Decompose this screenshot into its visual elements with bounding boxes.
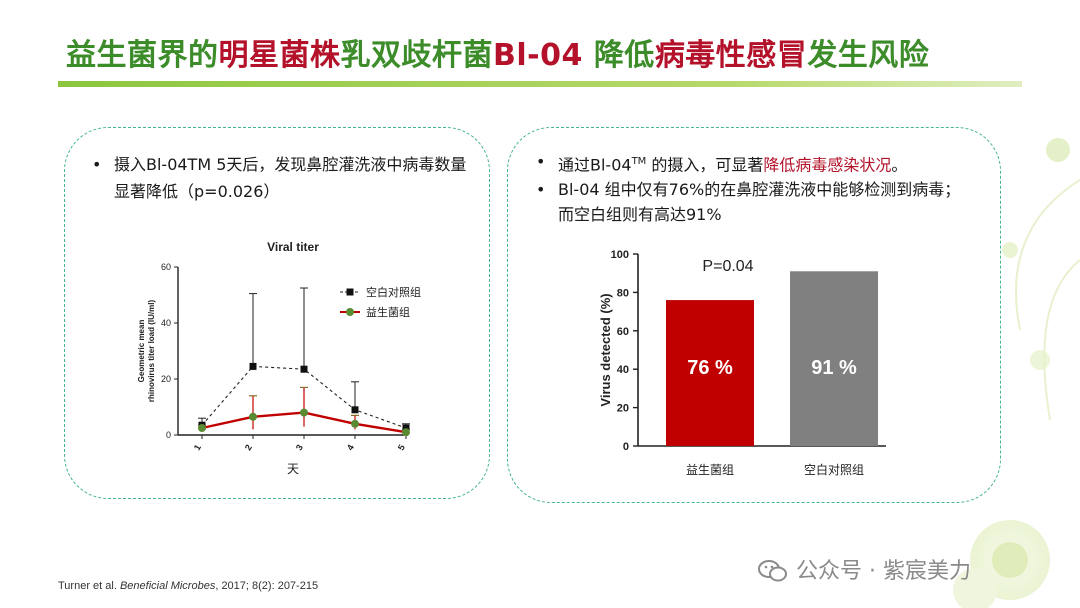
x-category-label: 空白对照组	[804, 462, 864, 477]
y-tick-label: 40	[617, 364, 629, 376]
control-point	[300, 365, 308, 373]
x-category-label: 益生菌组	[686, 463, 734, 477]
y-tick-label: 40	[161, 318, 171, 328]
x-tick-label: 2	[243, 443, 254, 452]
y-tick-label: 60	[617, 326, 629, 338]
p-value-annotation: P=0.04	[702, 258, 753, 275]
chart-title: Viral titer	[267, 240, 319, 254]
x-tick-label: 4	[345, 443, 356, 452]
y-tick-label: 80	[617, 287, 629, 299]
probiotic-point	[198, 424, 206, 432]
title-underline	[58, 81, 1022, 87]
x-tick-label: 1	[192, 443, 203, 452]
probiotic-point	[351, 419, 359, 428]
probiotic-point	[249, 412, 257, 421]
x-axis-label: 天	[287, 462, 299, 476]
bar-value-label: 76 %	[687, 357, 733, 379]
x-tick-label: 5	[396, 443, 407, 452]
y-axis-label-line: Geometric mean	[137, 320, 146, 383]
y-tick-label: 100	[611, 249, 629, 261]
y-axis-label-line: rhinovirus titer load (IU/ml)	[147, 300, 156, 403]
x-tick-label: 3	[294, 443, 305, 452]
left-bullet-item: 摄入Bl-04TM 5天后，发现鼻腔灌洗液中病毒数量显著降低（p=0.026）	[88, 151, 468, 205]
legend-control-marker	[346, 288, 354, 296]
page-title: 益生菌界的明星菌株乳双歧杆菌Bl-04 降低病毒性感冒发生风险	[66, 38, 930, 73]
right-bullets: 通过Bl-04TM 的摄入，可显著降低病毒感染状况。 Bl-04 组中仅有76%…	[532, 149, 972, 227]
left-bullets: 摄入Bl-04TM 5天后，发现鼻腔灌洗液中病毒数量显著降低（p=0.026）	[88, 151, 468, 205]
control-point	[351, 406, 359, 414]
control-point	[249, 362, 257, 370]
y-tick-label: 60	[161, 262, 171, 272]
y-tick-label: 0	[166, 430, 171, 440]
probiotic-point	[300, 408, 308, 417]
right-panel	[507, 127, 1001, 503]
wechat-icon	[758, 560, 787, 582]
legend-control-label: 空白对照组	[366, 285, 421, 299]
bar-2	[790, 271, 878, 446]
legend-probiotic-marker	[346, 308, 354, 316]
bar-value-label: 91 %	[811, 357, 857, 379]
left-panel	[64, 127, 490, 499]
right-bullet-item-2: Bl-04 组中仅有76%的在鼻腔灌洗液中能够检测到病毒；而空白组则有高达91%	[532, 177, 972, 227]
y-tick-label: 0	[623, 441, 629, 453]
virus-detected-chart: 0 20 40 60 80 100 Virus detected (%) 76 % 益生菌组 91…	[598, 249, 886, 477]
y-tick-label: 20	[617, 403, 629, 415]
citation: Turner et al. Beneficial Microbes, 2017;…	[58, 580, 319, 592]
y-axis-label: Geometric meanrhinovirus titer load (IU/…	[137, 300, 156, 403]
legend-probiotic-label: 益生菌组	[366, 305, 410, 319]
watermark: 公众号 · 紫宸美力	[758, 553, 971, 585]
bar-1	[666, 300, 754, 446]
control-point	[402, 424, 410, 432]
y-axis-label: Virus detected (%)	[598, 293, 613, 406]
y-tick-label: 20	[161, 374, 171, 384]
probiotic-point	[402, 428, 410, 437]
viral-titer-chart: Viral titer 0 20 40 60 1 2 3 4 5 天 Geometric meanrh…	[137, 240, 421, 476]
right-bullet-item-1: 通过Bl-04TM 的摄入，可显著降低病毒感染状况。	[532, 149, 972, 177]
